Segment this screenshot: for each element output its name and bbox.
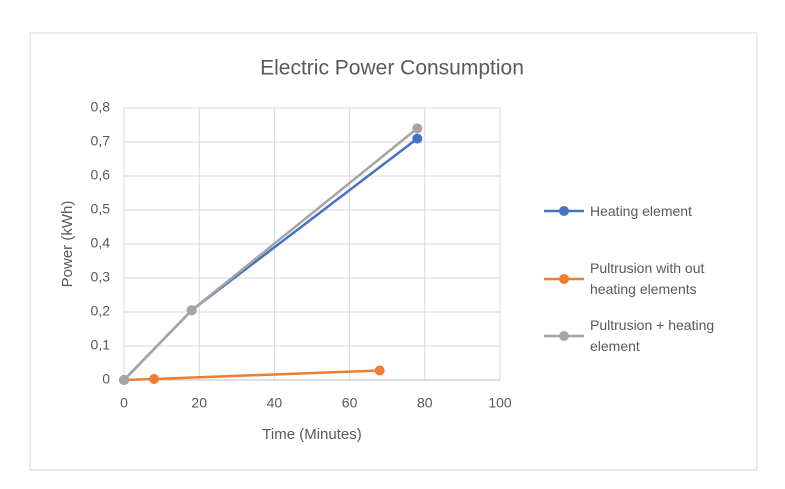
y-tick-label: 0,1 [91, 337, 111, 353]
data-point [412, 123, 423, 134]
x-tick-label: 20 [191, 395, 207, 411]
legend-entry: Pultrusion + heating element [542, 315, 762, 357]
legend-marker [559, 331, 569, 341]
y-axis-label: Power (kWh) [59, 201, 76, 288]
x-tick-label: 100 [488, 395, 512, 411]
data-point [412, 133, 423, 144]
y-tick-label: 0,6 [91, 167, 111, 183]
legend-entry: Heating element [542, 200, 762, 222]
data-point [149, 373, 160, 384]
y-tick-label: 0 [102, 371, 110, 387]
x-axis-label: Time (Minutes) [262, 426, 361, 443]
chart-title: Electric Power Consumption [260, 57, 524, 80]
y-tick-label: 0,2 [91, 303, 111, 319]
legend-label: Pultrusion with out heating elements [590, 260, 705, 297]
y-tick-label: 0,5 [91, 201, 111, 217]
x-tick-label: 0 [120, 395, 128, 411]
legend-swatch [544, 331, 584, 341]
legend-marker [559, 206, 569, 216]
legend-swatch [544, 274, 584, 284]
legend-entry: Pultrusion with out heating elements [542, 258, 762, 300]
legend-label: Heating element [590, 202, 692, 219]
x-tick-label: 80 [417, 395, 433, 411]
legend-label: Pultrusion + heating element [590, 317, 715, 354]
y-tick-label: 0,7 [91, 133, 111, 149]
data-point [186, 305, 197, 316]
data-point [119, 375, 129, 385]
y-tick-label: 0,4 [91, 235, 111, 251]
x-tick-label: 40 [267, 395, 283, 411]
legend-swatch [544, 206, 584, 216]
data-point [374, 365, 385, 376]
x-tick-label: 60 [342, 395, 358, 411]
chart-border [29, 32, 758, 471]
y-tick-label: 0,3 [91, 269, 111, 285]
legend-marker [559, 274, 569, 284]
y-tick-label: 0,8 [91, 99, 111, 115]
